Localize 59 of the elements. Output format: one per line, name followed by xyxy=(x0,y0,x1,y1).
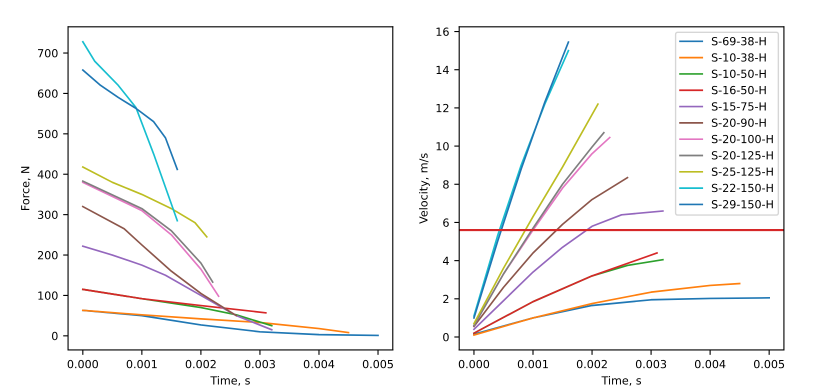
y-tick-label: 6 xyxy=(443,218,449,227)
legend-label: S-15-75-H xyxy=(712,102,766,111)
x-tick-label: 0.005 xyxy=(362,360,393,368)
x-tick-label: 0.000 xyxy=(458,360,490,368)
line-series xyxy=(82,181,220,298)
line-series xyxy=(82,310,379,336)
y-tick-label: 10 xyxy=(436,142,449,150)
line-series xyxy=(82,166,208,238)
x-tick-label: 0.000 xyxy=(68,360,98,368)
legend-label: S-10-38-H xyxy=(712,53,766,62)
line-series xyxy=(473,297,770,335)
legend-label: S-20-90-H xyxy=(712,118,766,127)
line-series xyxy=(473,282,740,336)
x-axis-title: Time, s xyxy=(210,376,250,386)
line-series xyxy=(473,176,628,328)
x-tick-label: 0.005 xyxy=(754,360,784,368)
y-tick-label: 300 xyxy=(38,210,58,220)
legend-label: S-29-150-H xyxy=(712,200,773,208)
line-series xyxy=(473,210,664,330)
line-series xyxy=(82,180,214,283)
line-series xyxy=(82,288,267,314)
y-tick-label: 0 xyxy=(52,332,58,340)
y-tick-label: 8 xyxy=(443,180,449,189)
legend-label: S-20-125-H xyxy=(712,151,773,160)
y-tick-label: 500 xyxy=(38,130,58,138)
y-tick-label: 700 xyxy=(38,49,58,58)
x-tick-label: 0.002 xyxy=(576,360,607,368)
y-tick-label: 200 xyxy=(38,251,58,260)
y-tick-label: 12 xyxy=(436,104,448,112)
line-series xyxy=(473,103,599,324)
y-tick-label: 0 xyxy=(443,332,449,342)
legend-label: S-16-50-H xyxy=(712,86,766,94)
legend-label: S-25-125-H xyxy=(712,167,773,176)
legend-label: S-22-150-H xyxy=(712,184,773,192)
x-axis-title: Time, s xyxy=(602,376,642,386)
x-tick-label: 0.004 xyxy=(304,360,334,368)
y-axis-title: Force, N xyxy=(21,166,31,210)
x-tick-label: 0.003 xyxy=(244,360,275,368)
y-tick-label: 16 xyxy=(436,28,449,36)
line-series xyxy=(82,310,350,334)
line-series xyxy=(82,40,178,222)
legend-label: S-69-38-H xyxy=(712,36,766,46)
y-tick-label: 2 xyxy=(443,294,448,304)
x-tick-label: 0.004 xyxy=(694,360,726,368)
y-tick-label: 14 xyxy=(436,66,449,74)
y-axis-title: Velocity, m/s xyxy=(419,153,430,224)
line-series xyxy=(82,69,178,170)
y-tick-label: 600 xyxy=(38,89,58,98)
y-tick-label: 4 xyxy=(442,256,449,265)
line-series xyxy=(82,245,273,331)
x-tick-label: 0.002 xyxy=(186,360,216,368)
y-tick-label: 400 xyxy=(38,170,58,179)
x-tick-label: 0.001 xyxy=(518,360,548,368)
legend-label: S-20-100-H xyxy=(712,134,773,144)
x-tick-label: 0.001 xyxy=(126,360,157,368)
y-tick-label: 100 xyxy=(38,291,58,300)
line-series xyxy=(82,206,238,316)
legend-label: S-10-50-H xyxy=(712,70,766,78)
x-tick-label: 0.003 xyxy=(636,360,666,368)
